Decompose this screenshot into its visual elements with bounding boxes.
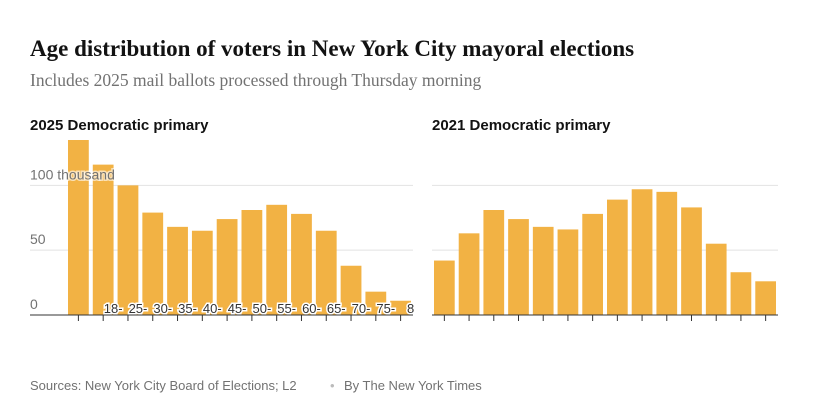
x-tick-label: 40- [203,301,222,316]
chart-subtitle: Includes 2025 mail ballots processed thr… [30,70,481,90]
bar [434,260,455,315]
bar [68,140,89,315]
x-tick-label: 70- [352,301,371,316]
bar [340,265,362,315]
bar [167,226,188,315]
bar [390,300,411,315]
x-tick-label: 55- [277,301,296,316]
bar [216,219,238,315]
bar [532,226,554,315]
x-tick-label: 50- [252,301,271,316]
bar [582,213,603,315]
bar [681,207,702,315]
panel-title: 2025 Democratic primary [30,117,209,134]
bar [557,229,579,315]
bar [291,213,312,315]
bar [365,291,387,315]
panel-title: 2021 Democratic primary [432,117,611,134]
x-tick-label: 35- [178,301,197,316]
x-tick-label: 45- [228,301,247,316]
chart-title: Age distribution of voters in New York C… [30,36,634,61]
source: Sources: New York City Board of Election… [30,378,297,393]
x-tick-label: 30- [153,301,172,316]
x-tick-label: 18- [104,301,123,316]
y-tick-label: 100 thousand [30,166,115,182]
bar [607,199,628,315]
bar [483,210,505,315]
x-tick-label: 8 [407,301,414,316]
bar [117,185,139,315]
bar [755,281,776,315]
bar [266,204,288,315]
x-tick-label: 65- [327,301,346,316]
bar [458,233,480,315]
credit: By The New York Times [344,378,482,393]
bar [191,230,213,315]
bar [508,219,529,315]
bar [92,164,114,315]
bar [142,212,164,315]
bar [730,272,752,315]
bar [241,210,263,315]
y-tick-label: 50 [30,231,46,247]
x-tick-label: 60- [302,301,321,316]
bar [631,189,653,315]
bar [315,230,337,315]
bar [705,243,727,315]
bar [656,191,678,315]
x-tick-label: 25- [129,301,148,316]
y-tick-label: 0 [30,296,38,312]
x-tick-label: 75- [376,301,395,316]
separator: • [330,378,335,393]
